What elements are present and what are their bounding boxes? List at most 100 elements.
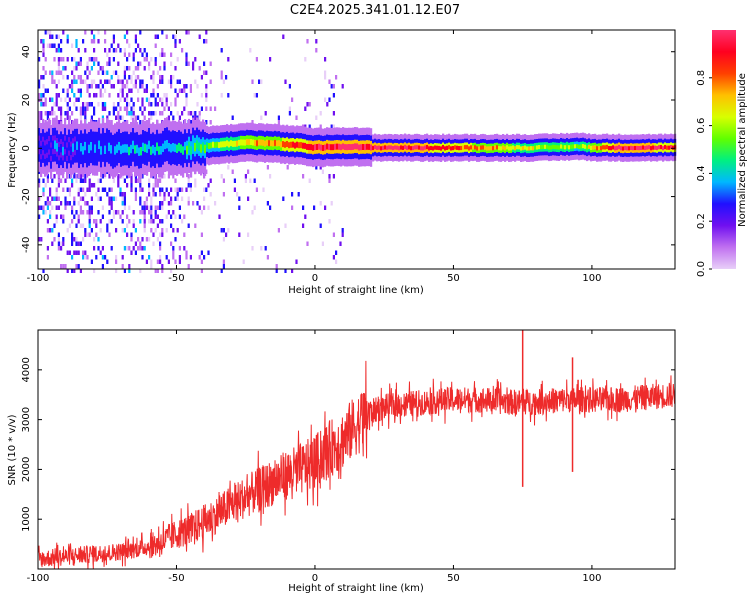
ridge-cell [204,144,207,154]
spectrogram-y-ticks: -40 -20 0 20 40 [21,45,675,253]
ridge-cell [450,146,453,151]
heatmap-cell [134,178,137,183]
heatmap-cell [108,196,111,201]
heatmap-cell [71,210,74,215]
ridge-cell [236,140,239,147]
ridge-cell [420,146,423,151]
ridge-cell [160,146,163,155]
heatmap-cell [57,93,60,98]
heatmap-cell [328,174,331,179]
ridge-cell [146,144,149,153]
heatmap-cell [277,115,280,120]
ridge-cell [638,146,641,151]
ridge-cell [600,146,603,151]
ridge-cell [442,145,445,150]
heatmap-cell [62,57,65,62]
heatmap-cell [165,97,168,102]
ridge-cell [532,146,535,151]
heatmap-cell [97,102,100,107]
heatmap-cell [68,115,71,120]
heatmap-cell [112,106,115,111]
heatmap-cell [143,106,146,111]
heatmap-cell [227,93,230,98]
ridge-cell [484,145,487,150]
ridge-cell [42,141,45,151]
heatmap-cell [183,106,186,111]
heatmap-cell [159,79,162,84]
ridge-cell [446,145,449,150]
heatmap-cell [53,43,56,48]
heatmap-cell [178,255,181,260]
ridge-cell [596,146,599,151]
heatmap-cell [66,250,69,255]
heatmap-cell [165,102,168,107]
ridge-cell [208,143,211,149]
ridge-cell [180,144,183,153]
heatmap-cell [152,219,155,224]
heatmap-cell [143,66,146,71]
heatmap-cell [38,205,41,210]
ridge-cell [380,146,383,151]
heatmap-cell [156,205,159,210]
ridge-cell [342,143,345,150]
heatmap-cell [112,84,115,89]
ridge-cell [136,144,139,154]
ridge-cell [198,142,201,151]
ridge-cell [670,145,673,150]
heatmap-cell [203,196,206,201]
ridge-cell [40,145,43,155]
heatmap-cell [123,97,126,102]
heatmap-cell [209,120,212,125]
heatmap-cell [75,79,78,84]
heatmap-cell [128,111,131,116]
heatmap-cell [183,232,186,237]
heatmap-cell [170,268,173,273]
ridge-cell [332,144,335,151]
heatmap-cell [115,115,118,120]
ridge-cell [324,144,327,151]
ridge-cell [340,144,343,151]
heatmap-cell [51,97,54,102]
ridge-cell [220,141,223,148]
heatmap-cell [134,34,137,39]
heatmap-cell [82,102,85,107]
heatmap-cell [152,70,155,75]
colorbar-ticks: 0.0 0.2 0.4 0.6 0.8 [696,70,712,277]
heatmap-cell [71,79,74,84]
heatmap-cell [174,66,177,71]
heatmap-cell [93,246,96,251]
heatmap-cell [266,165,269,170]
heatmap-cell [156,102,159,107]
heatmap-cell [339,241,342,246]
ridge-cell [456,145,459,150]
heatmap-cell [128,66,131,71]
heatmap-cell [132,57,135,62]
heatmap-cell [106,115,109,120]
heatmap-cell [101,115,104,120]
heatmap-cell [187,178,190,183]
heatmap-cell [324,97,327,102]
heatmap-cell [115,70,118,75]
ridge-cell [316,144,319,150]
ridge-cell [154,146,157,156]
ridge-cell [582,144,585,149]
y-tick-label: 1000 [21,506,32,531]
ridge-cell [248,139,251,146]
ridge-cell [114,146,117,155]
heatmap-cell [68,250,71,255]
heatmap-cell [137,115,140,120]
heatmap-cell [101,84,104,89]
heatmap-cell [95,223,98,228]
heatmap-cell [189,88,192,93]
heatmap-cell [51,106,54,111]
ridge-cell [94,144,97,153]
heatmap-cell [170,223,173,228]
heatmap-cell [104,79,107,84]
heatmap-cell [112,111,115,116]
heatmap-cell [68,187,71,192]
heatmap-cell [132,246,135,251]
heatmap-cell [55,205,58,210]
ridge-cell [294,142,297,149]
heatmap-cell [251,120,254,125]
heatmap-cell [57,79,60,84]
